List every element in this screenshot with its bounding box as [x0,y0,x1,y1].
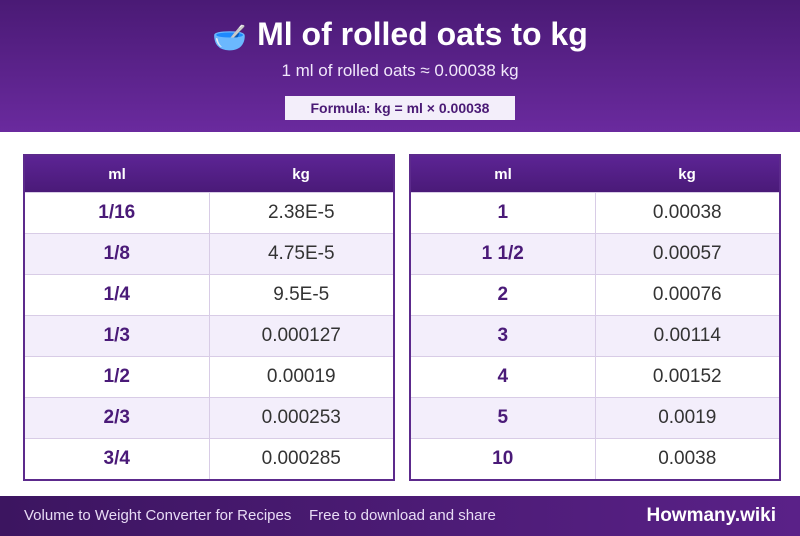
table-row: 1/8 4.75E-5 [25,233,393,274]
kg-cell: 0.00038 [652,202,722,223]
table-header: ml kg [25,156,393,192]
table-row: 1/3 0.000127 [25,315,393,356]
column-header-kg: kg [292,166,310,183]
kg-cell: 2.38E-5 [267,202,335,223]
table-row: 1 1/2 0.00057 [411,233,779,274]
ml-cell: 1 1/2 [411,234,596,274]
page-title-text: Ml of rolled oats to kg [257,16,588,52]
kg-cell: 0.000285 [261,448,341,469]
kg-cell: 0.00076 [652,284,722,305]
conversion-table-right: ml kg 1 0.00038 1 1/2 0.00057 2 0.00076 3 0.… [409,154,781,481]
footer-share-text: Free to download and share [309,507,496,524]
ml-cell: 1/16 [25,193,210,233]
ml-cell: 1/3 [25,316,210,356]
ml-cell: 1 [411,193,596,233]
kg-cell: 0.00019 [266,366,336,387]
table-row: 4 0.00152 [411,356,779,397]
table-row: 1 0.00038 [411,192,779,233]
footer-bar: Volume to Weight Converter for Recipes F… [0,496,800,536]
ml-cell: 2/3 [25,398,210,438]
ml-cell: 4 [411,357,596,397]
table-row: 10 0.0038 [411,438,779,479]
brand-logo[interactable]: Howmany.wiki [646,505,776,526]
ml-cell: 1/8 [25,234,210,274]
conversion-table-left: ml kg 1/16 2.38E-5 1/8 4.75E-5 1/4 9.5E-5 1… [23,154,395,481]
column-header-ml: ml [108,166,126,183]
column-header-kg: kg [678,166,696,183]
kg-cell: 0.0019 [658,407,717,428]
table-row: 1/16 2.38E-5 [25,192,393,233]
kg-cell: 0.00057 [652,243,722,264]
ml-cell: 3/4 [25,439,210,479]
kg-cell: 0.000127 [261,325,341,346]
kg-cell: 0.00152 [652,366,722,387]
bowl-icon: 🥣 [212,21,248,54]
header-banner: 🥣 Ml of rolled oats to kg 1 ml of rolled … [0,0,800,132]
table-row: 2/3 0.000253 [25,397,393,438]
table-header: ml kg [411,156,779,192]
column-header-ml: ml [494,166,512,183]
kg-cell: 0.000253 [261,407,341,428]
page-subtitle: 1 ml of rolled oats ≈ 0.00038 kg [281,61,519,80]
kg-cell: 4.75E-5 [267,243,335,264]
ml-cell: 5 [411,398,596,438]
ml-cell: 2 [411,275,596,315]
ml-cell: 1/2 [25,357,210,397]
formula-badge: Formula: kg = ml × 0.00038 [285,96,515,120]
kg-cell: 0.00114 [653,325,721,346]
kg-cell: 0.0038 [658,448,717,469]
ml-cell: 1/4 [25,275,210,315]
table-row: 2 0.00076 [411,274,779,315]
table-row: 1/4 9.5E-5 [25,274,393,315]
table-row: 3 0.00114 [411,315,779,356]
table-row: 5 0.0019 [411,397,779,438]
kg-cell: 9.5E-5 [273,284,330,305]
page-title: 🥣 Ml of rolled oats to kg [0,14,800,58]
table-row: 3/4 0.000285 [25,438,393,479]
table-row: 1/2 0.00019 [25,356,393,397]
footer-converter-text: Volume to Weight Converter for Recipes [24,507,292,524]
ml-cell: 10 [411,439,596,479]
ml-cell: 3 [411,316,596,356]
